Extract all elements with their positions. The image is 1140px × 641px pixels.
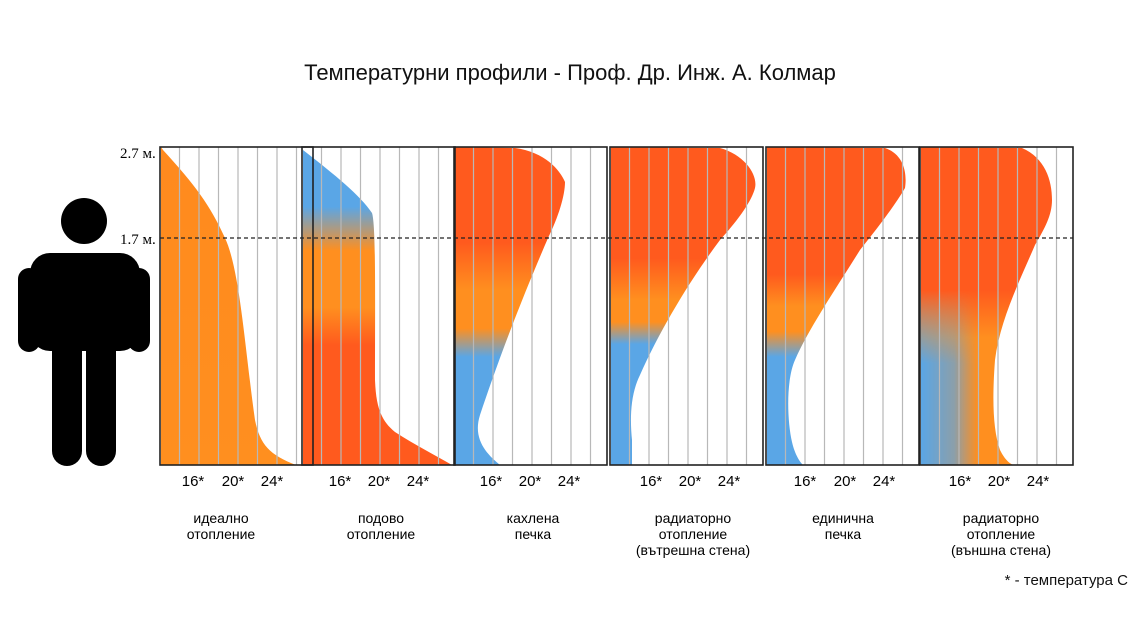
- panel-caption-line: отопление: [659, 526, 728, 542]
- panel-frame: [301, 146, 456, 466]
- panel-frame: [609, 146, 764, 466]
- panel-caption-line: (вътрешна стена): [636, 542, 750, 558]
- grid-lines: [178, 147, 1058, 465]
- tick-label: 16*: [329, 473, 352, 490]
- panel-caption-line: печка: [515, 526, 552, 542]
- tick-label: 20*: [368, 473, 391, 490]
- panel-caption-line: радиаторно: [963, 510, 1040, 526]
- profile-single-stove: [767, 147, 906, 465]
- panel-caption-line: идеално: [193, 510, 248, 526]
- profile-radiator-inner-wall: [611, 147, 756, 465]
- height-label-top: 2.7 м.: [120, 146, 156, 162]
- tick-label: 16*: [949, 473, 972, 490]
- tick-label: 24*: [1027, 473, 1050, 490]
- panel-caption-line: отопление: [187, 526, 256, 542]
- panel-frame: [159, 146, 314, 466]
- panel-caption-line: (външна стена): [951, 542, 1051, 558]
- tick-label: 20*: [679, 473, 702, 490]
- tick-label: 24*: [558, 473, 581, 490]
- panel-caption-line: радиаторно: [655, 510, 732, 526]
- height-label-mid: 1.7 м.: [120, 232, 156, 248]
- profile-tile-stove: [455, 147, 565, 465]
- tick-label: 24*: [718, 473, 741, 490]
- panel-caption-line: подово: [358, 510, 404, 526]
- tick-label: 20*: [222, 473, 245, 490]
- tick-label: 24*: [873, 473, 896, 490]
- panel-caption-line: отопление: [347, 526, 416, 542]
- tick-label: 24*: [407, 473, 430, 490]
- tick-label: 24*: [261, 473, 284, 490]
- tick-label: 16*: [480, 473, 503, 490]
- tick-label: 16*: [794, 473, 817, 490]
- panel-frame: [765, 146, 920, 466]
- tick-label: 20*: [834, 473, 857, 490]
- profile-shapes: [161, 147, 1052, 465]
- standing-person-silhouette-icon: [18, 198, 150, 466]
- tick-label: 16*: [640, 473, 663, 490]
- tick-label: 20*: [519, 473, 542, 490]
- panel-frame: [919, 146, 1074, 466]
- panel-caption-line: единична: [812, 510, 874, 526]
- temperature-footnote: * - температура С: [1004, 572, 1128, 589]
- profile-radiator-outer-wall: [921, 147, 1052, 465]
- panel-caption-line: отопление: [967, 526, 1036, 542]
- tick-label: 20*: [988, 473, 1011, 490]
- diagram-title: Температурни профили - Проф. Др. Инж. А.…: [304, 60, 836, 85]
- profile-ideal-heating: [161, 147, 296, 465]
- panel-frames: [159, 146, 1074, 466]
- panel-frame: [453, 146, 608, 466]
- tick-label: 16*: [182, 473, 205, 490]
- profile-floor-heating: [303, 150, 452, 465]
- panel-caption-line: печка: [825, 526, 862, 542]
- panel-caption-line: кахлена: [507, 510, 560, 526]
